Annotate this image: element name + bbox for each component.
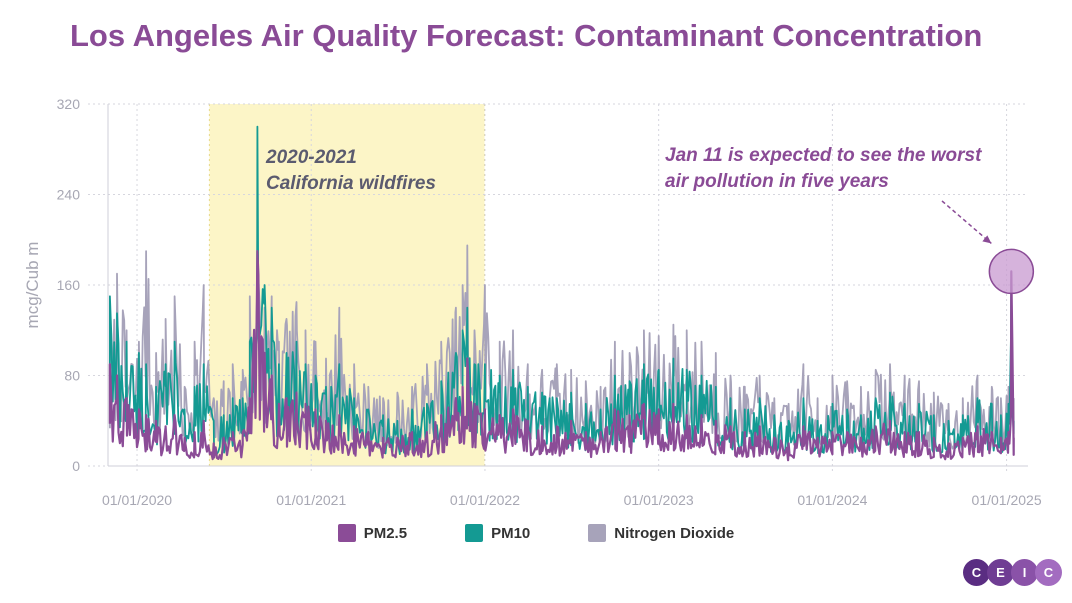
wildfire-annotation-line2: California wildfires xyxy=(266,173,436,194)
legend-item-pm10[interactable]: PM10 xyxy=(465,524,530,542)
x-tick-label: 01/01/2022 xyxy=(450,492,520,508)
peak-arrow-head xyxy=(982,235,992,244)
series-line-pm2-5 xyxy=(108,250,1015,462)
y-tick-label: 320 xyxy=(57,96,81,112)
legend-swatch-pm10 xyxy=(465,524,484,542)
ceic-logo: C E I C xyxy=(963,559,1062,586)
legend-swatch-pm25 xyxy=(337,524,356,542)
y-tick-label: 240 xyxy=(57,187,81,203)
legend-label-no2: Nitrogen Dioxide xyxy=(614,524,735,542)
logo-letter: E xyxy=(987,559,1014,586)
peak-arrow-line xyxy=(941,200,992,244)
logo-letter: I xyxy=(1011,559,1038,586)
chart-legend: PM2.5 PM10 Nitrogen Dioxide xyxy=(0,524,1072,542)
x-tick-label: 01/01/2023 xyxy=(624,492,694,508)
y-tick-label: 0 xyxy=(72,458,80,474)
x-tick-label: 01/01/2021 xyxy=(276,492,346,508)
logo-letter: C xyxy=(963,559,990,586)
logo-letter: C xyxy=(1035,559,1062,586)
peak-annotation-line2: air pollution in five years xyxy=(665,171,889,192)
y-axis-label: mcg/Cub m xyxy=(23,242,42,329)
legend-swatch-no2 xyxy=(588,524,607,542)
legend-label-pm25: PM2.5 xyxy=(363,524,408,542)
legend-item-no2[interactable]: Nitrogen Dioxide xyxy=(588,524,734,542)
legend-label-pm10: PM10 xyxy=(491,524,531,542)
x-tick-label: 01/01/2025 xyxy=(972,492,1042,508)
peak-highlight-circle xyxy=(988,248,1035,295)
y-tick-label: 160 xyxy=(57,277,81,293)
x-tick-label: 01/01/2020 xyxy=(102,492,172,508)
legend-item-pm25[interactable]: PM2.5 xyxy=(337,524,408,542)
x-tick-label: 01/01/2024 xyxy=(797,492,867,508)
chart-title: Los Angeles Air Quality Forecast: Contam… xyxy=(70,18,983,53)
peak-annotation-line1: Jan 11 is expected to see the worst xyxy=(665,145,982,166)
y-tick-label: 80 xyxy=(64,368,80,384)
wildfire-annotation-line1: 2020-2021 xyxy=(265,147,357,168)
